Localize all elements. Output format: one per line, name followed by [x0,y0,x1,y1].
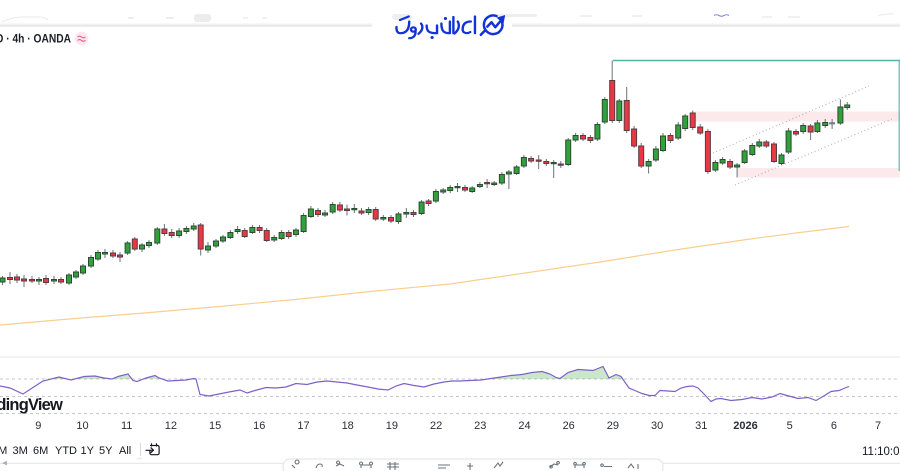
svg-text:5Y: 5Y [99,445,113,457]
svg-text:12: 12 [165,420,177,432]
svg-text:2026: 2026 [733,420,757,432]
svg-text:1Y: 1Y [81,445,95,457]
svg-text:All: All [119,445,131,457]
svg-text:3M: 3M [13,445,28,457]
svg-text:19: 19 [386,420,398,432]
svg-text:11: 11 [121,420,132,432]
svg-text:15: 15 [209,420,221,432]
svg-text:24: 24 [518,420,530,432]
svg-text:YTD: YTD [55,445,77,457]
svg-text:1M: 1M [0,445,7,457]
svg-text:11:10:09: 11:10:09 [862,446,900,458]
svg-text:31: 31 [695,420,707,432]
svg-text:22: 22 [430,420,442,432]
svg-text:6: 6 [831,420,837,432]
svg-text:26: 26 [563,420,575,432]
svg-text:5: 5 [787,420,793,432]
svg-text:18: 18 [342,420,354,432]
svg-text:16: 16 [253,420,265,432]
svg-text:9: 9 [35,420,41,432]
svg-text:23: 23 [474,420,486,432]
svg-text:17: 17 [297,420,309,432]
svg-text:7: 7 [875,420,881,432]
svg-text:D · 4h · OANDA: D · 4h · OANDA [0,32,71,46]
svg-text:6M: 6M [33,445,48,457]
svg-text:30: 30 [651,420,663,432]
svg-text:10: 10 [76,420,88,432]
svg-text:29: 29 [607,420,619,432]
svg-text:TradingView: TradingView [0,396,63,414]
